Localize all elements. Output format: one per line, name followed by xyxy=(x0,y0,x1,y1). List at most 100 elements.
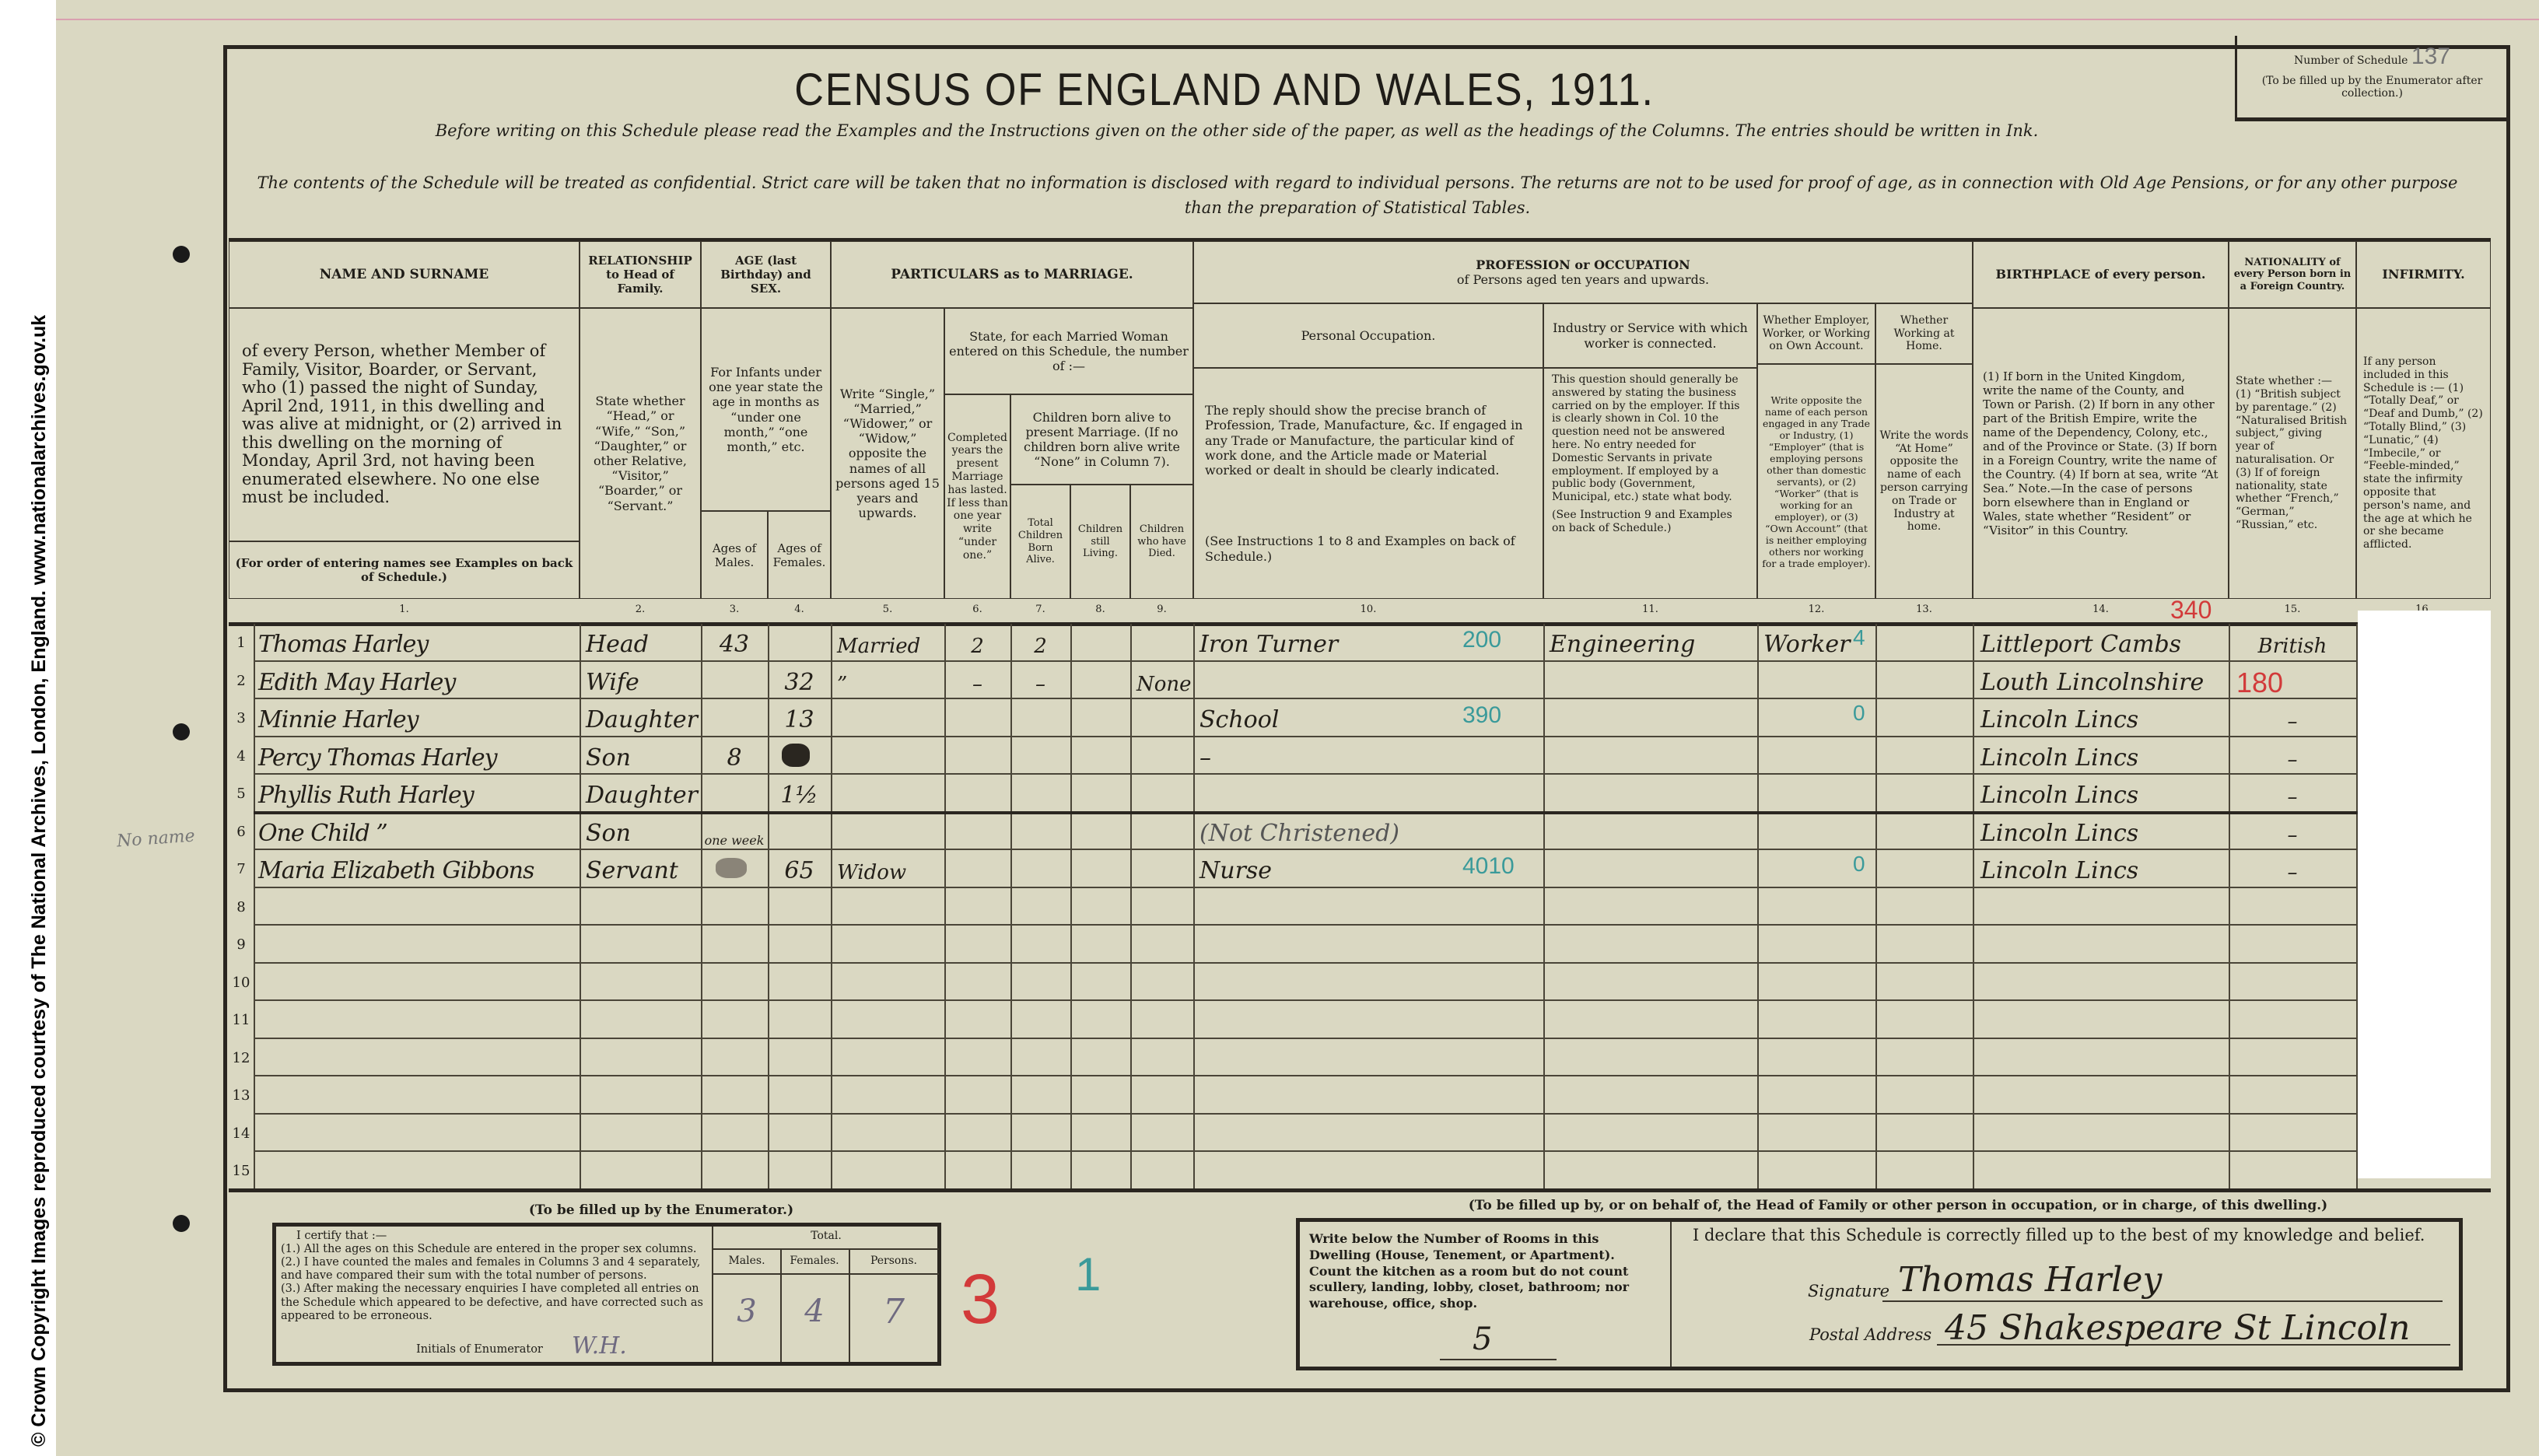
row-number: 4 xyxy=(236,747,246,765)
column-number: 10. xyxy=(1360,604,1377,615)
cell-relationship: Daughter xyxy=(586,782,698,809)
punch-hole-icon xyxy=(173,1215,190,1232)
cell-relationship: Wife xyxy=(586,668,639,696)
row-rule xyxy=(254,1037,2491,1039)
cell-nationality: – xyxy=(2287,747,2298,772)
cell-relationship: Son xyxy=(586,744,631,772)
column-divider xyxy=(944,624,946,1190)
cell-age-female: 1½ xyxy=(780,782,818,809)
row-number: 9 xyxy=(236,936,246,953)
instruction-confidential: The contents of the Schedule will be tre… xyxy=(257,173,2458,217)
red-check-mark: 3 xyxy=(961,1261,1000,1339)
header-name-desc: of every Person, whether Member of Famil… xyxy=(229,308,580,541)
enumerator-item-3: (3.) After making the necessary enquirie… xyxy=(281,1283,703,1322)
females-total: 4 xyxy=(804,1293,825,1329)
cell-name: Thomas Harley xyxy=(258,631,429,658)
page-title: CENSUS OF ENGLAND AND WALES, 1911. xyxy=(794,65,1655,115)
schedule-number-box: Number of Schedule 137 (To be filled up … xyxy=(2235,36,2507,121)
header-profession-title: PROFESSION or OCCUPATION xyxy=(1476,257,1690,272)
cell-nationality: – xyxy=(2287,786,2298,809)
totals-divider xyxy=(849,1248,850,1362)
header-infirmity: INFIRMITY. xyxy=(2356,241,2491,308)
column-divider xyxy=(831,624,832,1190)
cell-industry: Engineering xyxy=(1550,631,1696,658)
header-children-living: Children still Living. xyxy=(1070,485,1130,599)
column-number: 14. xyxy=(2092,604,2109,615)
cell-birthplace: Lincoln Lincs xyxy=(1980,819,2139,847)
enumerator-initials-label: Initials of Enumerator xyxy=(416,1343,543,1356)
row-rule xyxy=(254,1112,2491,1115)
header-personal-occupation: Personal Occupation. xyxy=(1193,303,1543,368)
header-children-died: Children who have Died. xyxy=(1130,485,1193,599)
employment-code: 4 xyxy=(1853,625,1865,649)
header-name: NAME AND SURNAME xyxy=(229,241,580,308)
punch-hole-icon xyxy=(173,246,190,263)
declaration-text: I declare that this Schedule is correctl… xyxy=(1693,1226,2425,1244)
column-divider xyxy=(254,624,255,1190)
row-number: 1 xyxy=(236,635,246,651)
cell-children-died: None xyxy=(1136,672,1192,696)
cell-name: Minnie Harley xyxy=(258,706,419,733)
row-rule xyxy=(254,886,2491,888)
enumerator-initials: W.H. xyxy=(572,1332,627,1360)
column-number: 6. xyxy=(972,604,982,615)
row-rule xyxy=(254,999,2491,1001)
cell-name: Percy Thomas Harley xyxy=(258,744,498,772)
cell-relationship: Head xyxy=(586,631,650,658)
column-divider xyxy=(1193,624,1195,1190)
row-rule xyxy=(254,924,2491,926)
row-rule xyxy=(254,660,2491,662)
address-label: Postal Address xyxy=(1809,1325,1932,1344)
cell-birthplace: Lincoln Lincs xyxy=(1980,782,2139,809)
row-rule xyxy=(254,1075,2491,1076)
row-rule xyxy=(254,1150,2491,1152)
header-personal-occupation-desc: The reply should show the precise branch… xyxy=(1205,403,1523,478)
header-industry-desc: This question should generally be answer… xyxy=(1552,373,1740,504)
cell-marriage: Married xyxy=(837,635,921,658)
header-marriage-state: State, for each Married Woman entered on… xyxy=(944,308,1193,394)
males-total: 3 xyxy=(737,1293,757,1329)
rooms-divider xyxy=(1300,1222,1672,1367)
column-divider xyxy=(2356,624,2358,1190)
header-industry-note: (See Instruction 9 and Examples on back … xyxy=(1552,508,1732,534)
males-label: Males. xyxy=(728,1255,765,1267)
census-paper xyxy=(56,0,2539,1456)
column-number: 7. xyxy=(1035,604,1045,615)
cell-occupation: Iron Turner xyxy=(1199,631,1339,658)
enumerator-item-2: (2.) I have counted the males and female… xyxy=(281,1256,701,1283)
instruction-ink: Before writing on this Schedule please r… xyxy=(435,121,2039,140)
column-divider xyxy=(1130,624,1132,1190)
cell-nationality: – xyxy=(2287,861,2298,884)
rooms-count: 5 xyxy=(1473,1321,1493,1357)
column-number: 8. xyxy=(1095,604,1105,615)
column-number: 2. xyxy=(635,604,646,615)
blank-patch xyxy=(2358,611,2491,1178)
row-number: 14 xyxy=(232,1125,250,1142)
cell-employment: Worker xyxy=(1763,631,1851,658)
enumerator-box: I certify that :— (1.) All the ages on t… xyxy=(272,1223,941,1366)
header-birthplace-desc: (1) If born in the United Kingdom, write… xyxy=(1973,308,2229,599)
schedule-number-label: Number of Schedule xyxy=(2294,54,2408,67)
column-divider xyxy=(1757,624,1759,1190)
cell-years-married: 2 xyxy=(971,635,984,658)
column-divider xyxy=(1010,624,1012,1190)
header-marriage: PARTICULARS as to MARRIAGE. xyxy=(831,241,1193,308)
householder-heading: (To be filled up by, or on behalf of, th… xyxy=(1468,1198,2328,1213)
enumerator-heading: (To be filled up by the Enumerator.) xyxy=(528,1202,794,1218)
header-relationship: RELATIONSHIP to Head of Family. xyxy=(580,241,701,308)
header-personal-occupation-desc-box: The reply should show the precise branch… xyxy=(1193,368,1543,599)
header-marriage-children: Children born alive to present Marriage.… xyxy=(1010,394,1193,485)
copyright-text: © Crown Copyright Images reproduced cour… xyxy=(28,314,50,1447)
row-rule xyxy=(254,810,2491,814)
postal-address: 45 Shakespeare St Lincoln xyxy=(1945,1308,2411,1348)
row-number: 7 xyxy=(236,861,246,877)
column-divider xyxy=(580,624,581,1190)
cell-age-female: 13 xyxy=(784,706,814,733)
pink-edge-line xyxy=(56,19,2539,20)
cell-name: Maria Elizabeth Gibbons xyxy=(258,857,534,884)
green-check-mark: 1 xyxy=(1075,1248,1101,1300)
header-relationship-desc: State whether “Head,” or “Wife,” “Son,” … xyxy=(580,308,701,599)
header-employer-desc: Write opposite the name of each person e… xyxy=(1757,364,1875,599)
rooms-underline xyxy=(1440,1359,1557,1360)
birthplace-code: 180 xyxy=(2236,666,2284,698)
